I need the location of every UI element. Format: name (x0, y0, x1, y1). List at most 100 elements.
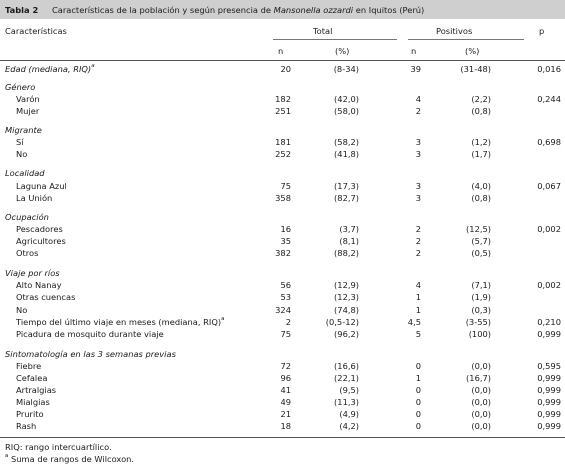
total-n: 18 (280, 421, 291, 431)
row-label: Varón (16, 94, 40, 104)
total-pct: (74,8) (334, 305, 359, 315)
positive-pct: (16,7) (466, 373, 491, 383)
footnote-a-text: Suma de rangos de Wilcoxon. (8, 454, 135, 464)
table-title-species: Mansonella ozzardi (273, 4, 354, 15)
row-label-text: Artralgias (16, 385, 57, 395)
header-total-n: n (278, 46, 284, 56)
row-label-text: Mujer (16, 106, 40, 116)
table-title: Características de la población y según … (52, 5, 424, 15)
table-title-pre: Características de la población y según … (52, 4, 274, 15)
positive-pct: (3-55) (465, 317, 491, 327)
header-rule (0, 60, 565, 61)
total-pct: (11,3) (334, 397, 359, 407)
header-positive-n: n (411, 46, 417, 56)
row-label: Sí (16, 137, 24, 147)
row-label: Rash (16, 421, 36, 431)
total-n: 53 (280, 292, 291, 302)
row-footnote-marker: a (221, 316, 225, 322)
table-title-post: en Iquitos (Perú) (353, 4, 425, 15)
row-label: Agricultores (16, 236, 66, 246)
category-label: Sintomatología en las 3 semanas previas (5, 349, 176, 359)
category-label: Viaje por ríos (5, 268, 60, 278)
row-footnote-marker: a (91, 63, 95, 69)
total-n: 96 (280, 373, 291, 383)
positive-n: 2 (415, 224, 421, 234)
positive-pct: (4,0) (471, 181, 491, 191)
positive-pct: (12,5) (466, 224, 491, 234)
header-p: p (539, 26, 545, 36)
row-label-text: Cefalea (16, 373, 48, 383)
row-label: Laguna Azul (16, 181, 67, 191)
positive-n: 2 (415, 236, 421, 246)
positive-n: 0 (415, 361, 421, 371)
total-pct: (0,5-12) (325, 317, 359, 327)
positive-n: 0 (415, 385, 421, 395)
header-total-pct: (%) (335, 46, 350, 56)
category-label: Migrante (5, 125, 42, 135)
row-label: Pescadores (16, 224, 63, 234)
row-label-text: Otras cuencas (16, 292, 76, 302)
total-n: 16 (280, 224, 291, 234)
total-n: 49 (280, 397, 291, 407)
total-n: 251 (275, 106, 291, 116)
positive-n: 0 (415, 397, 421, 407)
total-group-rule (273, 39, 397, 40)
header-row-columns: n (%) n (%) (0, 46, 565, 60)
positive-pct: (7,1) (471, 280, 491, 290)
positive-pct: (0,0) (471, 421, 491, 431)
p-value: 0,999 (537, 409, 561, 419)
total-pct: (16,6) (334, 361, 359, 371)
positive-n: 1 (415, 373, 421, 383)
row-label-text: Tiempo del último viaje en meses (median… (16, 317, 222, 327)
total-n: 20 (280, 64, 291, 74)
header-total: Total (313, 26, 333, 36)
positive-n: 1 (415, 305, 421, 315)
positive-pct: (1,2) (471, 137, 491, 147)
total-pct: (12,3) (334, 292, 359, 302)
total-pct: (4,9) (339, 409, 359, 419)
positive-pct: (0,0) (471, 361, 491, 371)
total-n: 324 (275, 305, 291, 315)
row-label-text: Prurito (16, 409, 44, 419)
positive-n: 5 (415, 329, 421, 339)
positive-n: 3 (415, 149, 421, 159)
total-n: 21 (280, 409, 291, 419)
row-label-text: Fiebre (16, 361, 42, 371)
positive-pct: (0,3) (471, 305, 491, 315)
total-n: 358 (275, 193, 291, 203)
positive-pct: (2,2) (471, 94, 491, 104)
p-value: 0,999 (537, 329, 561, 339)
total-n: 181 (275, 137, 291, 147)
positive-n: 3 (415, 181, 421, 191)
row-label-text: Picadura de mosquito durante viaje (16, 329, 164, 339)
row-label-text: Laguna Azul (16, 181, 67, 191)
row-label-text: No (16, 149, 28, 159)
row-label: Fiebre (16, 361, 41, 371)
footnote-a-marker: a (5, 453, 9, 459)
total-pct: (8-34) (333, 64, 359, 74)
p-value: 0,067 (537, 181, 561, 191)
positive-n: 4 (415, 94, 421, 104)
total-pct: (9,5) (339, 385, 359, 395)
positive-group-rule (408, 39, 524, 40)
total-pct: (12,9) (334, 280, 359, 290)
total-pct: (3,7) (339, 224, 359, 234)
row-label: Mialgias (16, 397, 50, 407)
category-label: Localidad (5, 168, 45, 178)
positive-n: 2 (415, 248, 421, 258)
total-n: 41 (280, 385, 291, 395)
total-pct: (41,8) (334, 149, 359, 159)
p-value: 0,999 (537, 385, 561, 395)
total-pct: (8,1) (339, 236, 359, 246)
row-label: La Unión (16, 193, 52, 203)
positive-pct: (0,0) (471, 409, 491, 419)
category-label: Género (5, 82, 36, 92)
positive-n: 2 (415, 106, 421, 116)
row-label-text: No (16, 305, 28, 315)
row-label-text: Sí (16, 137, 24, 147)
positive-pct: (1,7) (471, 149, 491, 159)
positive-pct: (0,0) (471, 385, 491, 395)
row-label: Prurito (16, 409, 44, 419)
table-caption: Tabla 2 Características de la población … (0, 0, 565, 19)
total-n: 382 (275, 248, 291, 258)
